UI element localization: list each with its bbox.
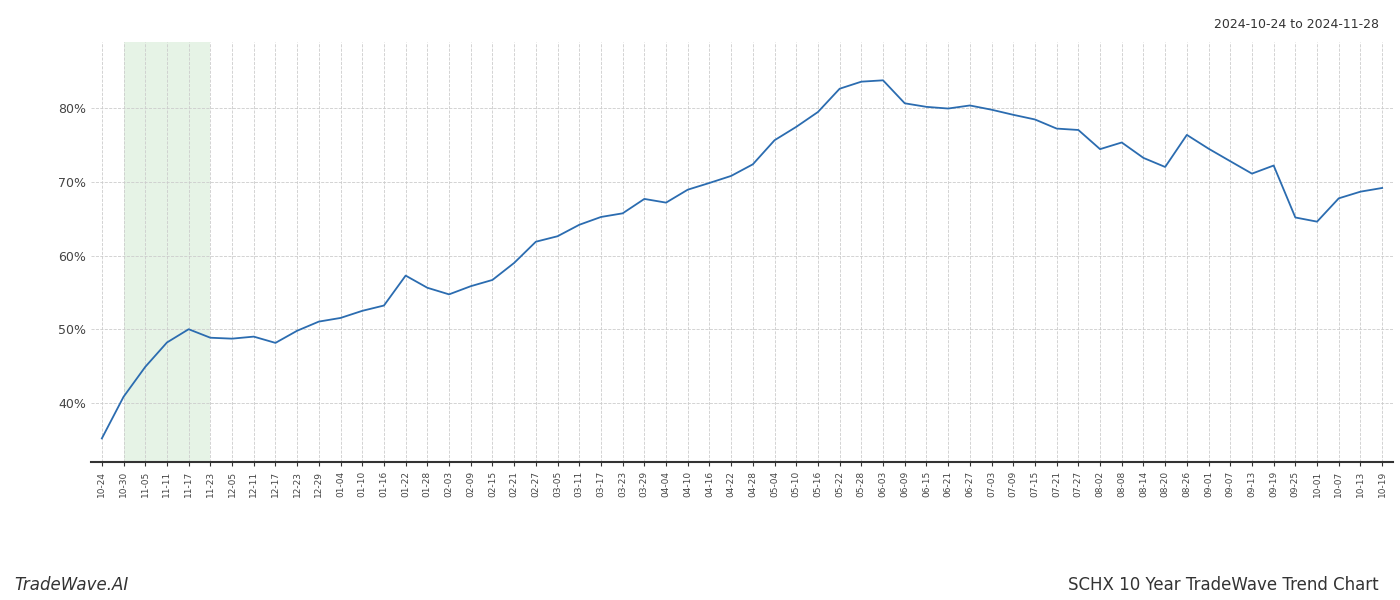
Text: 2024-10-24 to 2024-11-28: 2024-10-24 to 2024-11-28	[1214, 18, 1379, 31]
Text: SCHX 10 Year TradeWave Trend Chart: SCHX 10 Year TradeWave Trend Chart	[1068, 576, 1379, 594]
Text: TradeWave.AI: TradeWave.AI	[14, 576, 129, 594]
Bar	[123, 42, 210, 462]
